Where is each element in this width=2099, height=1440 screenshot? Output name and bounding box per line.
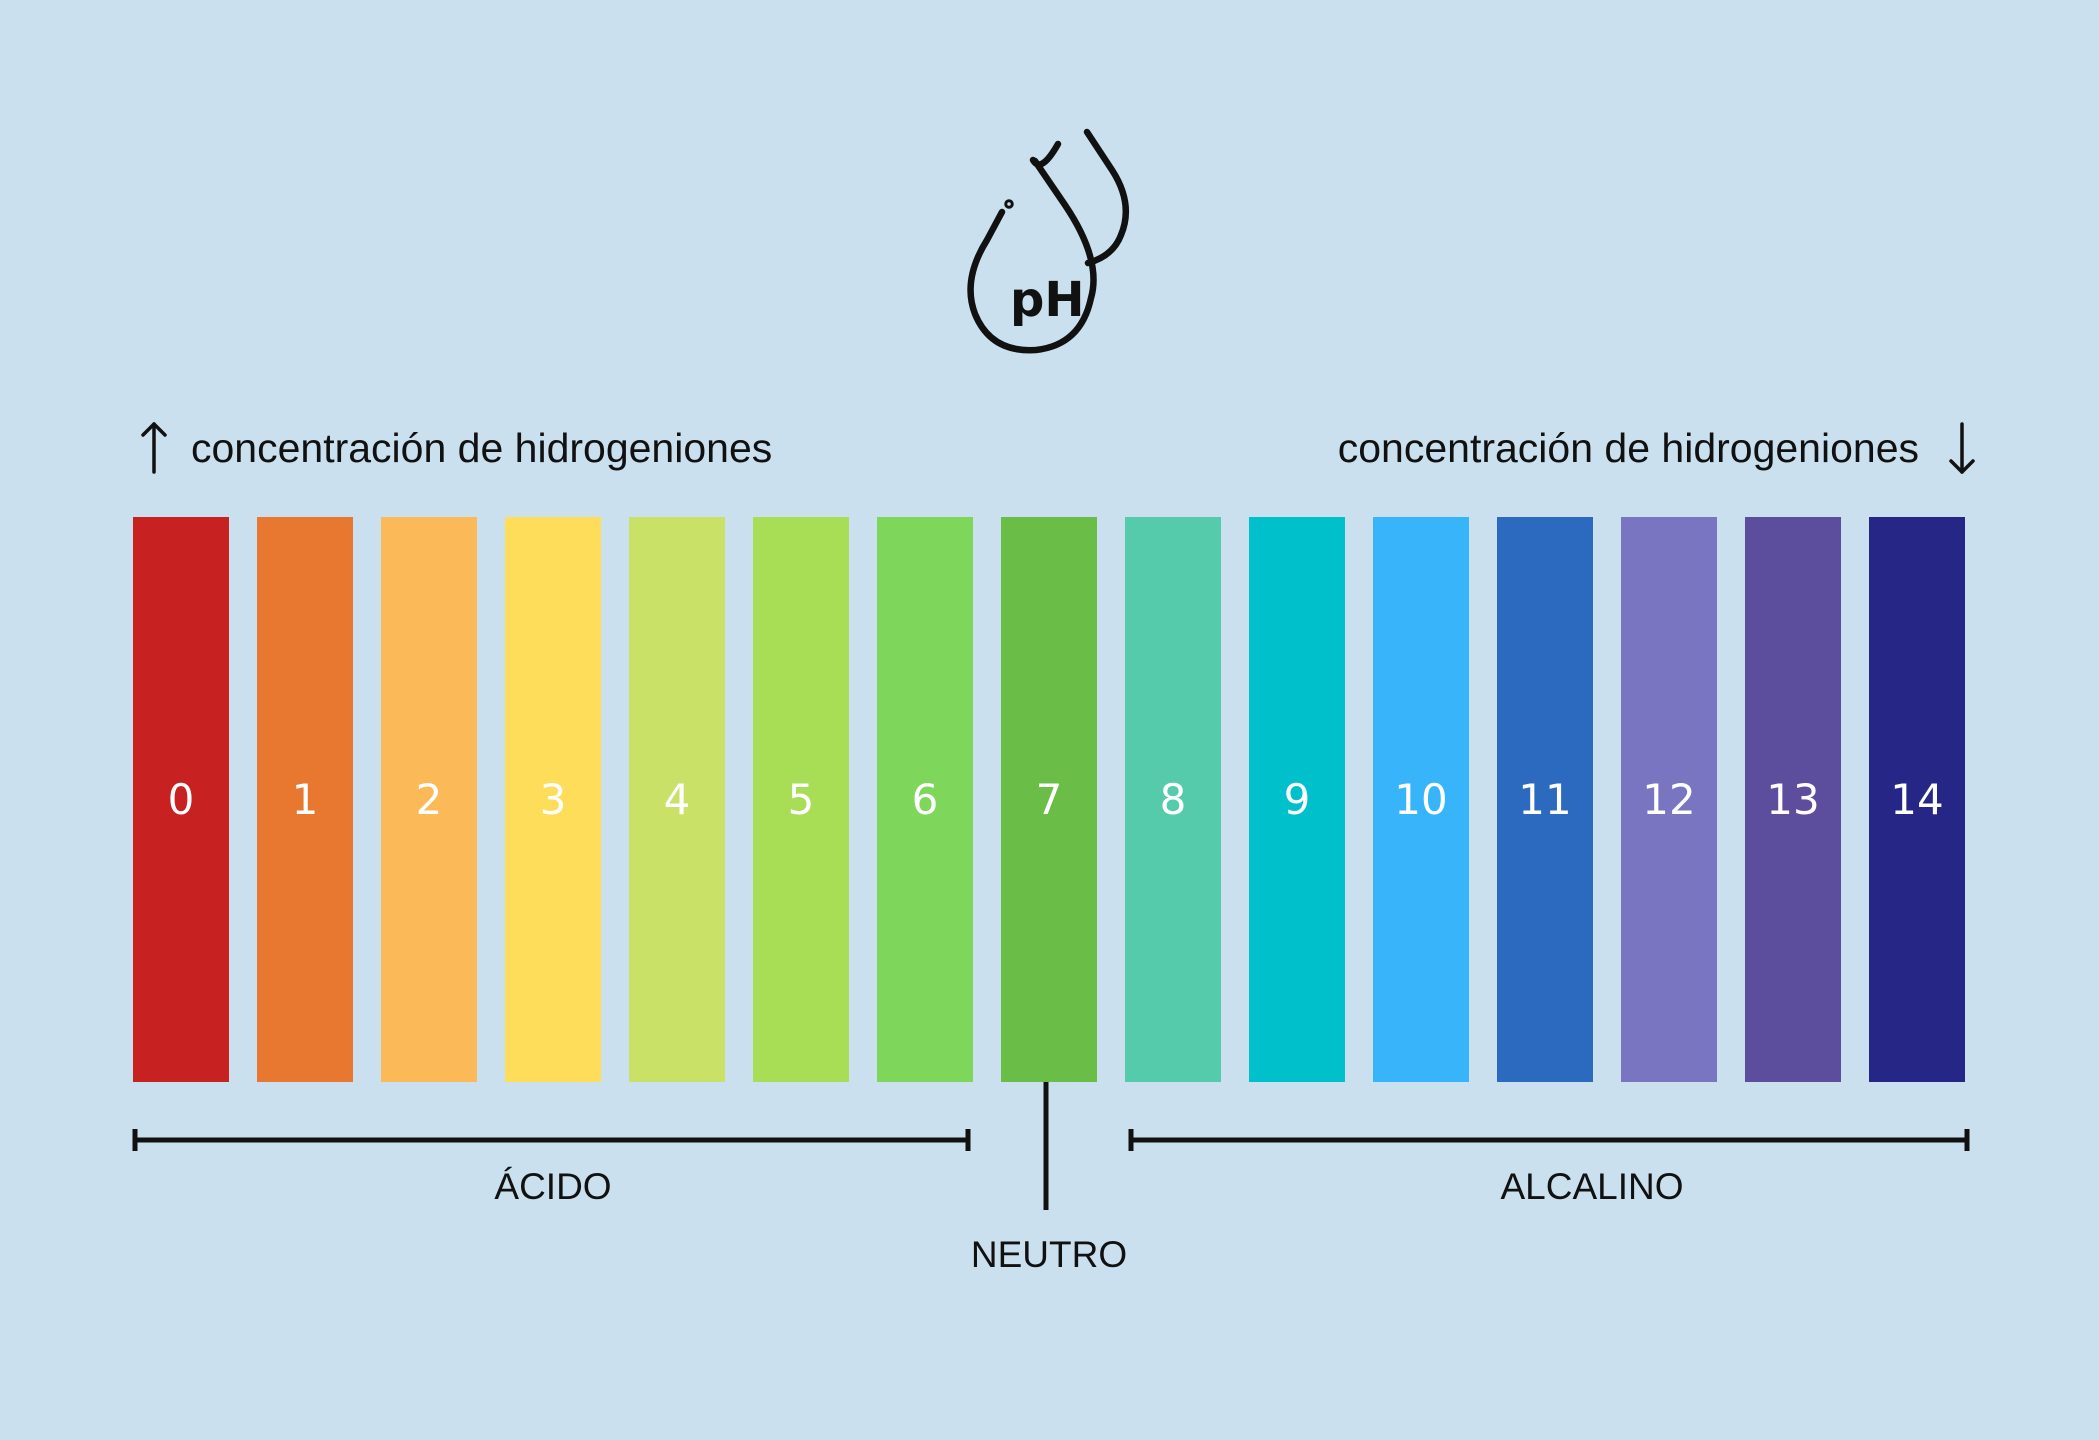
ph-value-label: 11 (1518, 775, 1572, 824)
hint-left-text: concentración de hidrogeniones (191, 424, 773, 471)
ph-drops-icon: pH (967, 128, 1130, 354)
ph-strip-12: 12 (1621, 517, 1717, 1082)
ph-text: pH (1010, 272, 1085, 328)
ph-strip-9: 9 (1249, 517, 1345, 1082)
ph-strip-14: 14 (1869, 517, 1965, 1082)
arrow-down-icon (1949, 422, 1975, 474)
ph-scale-strips: 0 1 2 3 4 5 6 7 8 9 10 11 12 13 14 (133, 517, 1965, 1082)
ph-value-label: 4 (663, 775, 691, 824)
ph-value-label: 3 (539, 775, 567, 824)
ph-strip-6: 6 (877, 517, 973, 1082)
ph-value-label: 8 (1159, 775, 1187, 824)
ph-value-label: 2 (415, 775, 443, 824)
hint-right-text: concentración de hidrogeniones (1337, 424, 1919, 471)
ph-strip-8: 8 (1125, 517, 1221, 1082)
ph-strip-4: 4 (629, 517, 725, 1082)
ph-strip-5: 5 (753, 517, 849, 1082)
ph-strip-3: 3 (505, 517, 601, 1082)
ph-value-label: 13 (1766, 775, 1820, 824)
ph-strip-7: 7 (1001, 517, 1097, 1082)
alkaline-label: ALCALINO (1500, 1166, 1684, 1207)
ph-value-label: 9 (1283, 775, 1311, 824)
ph-value-label: 12 (1642, 775, 1696, 824)
hint-left: concentración de hidrogeniones (137, 418, 772, 478)
acid-bracket (132, 1129, 971, 1151)
ph-strip-1: 1 (257, 517, 353, 1082)
ph-strip-11: 11 (1497, 517, 1593, 1082)
ph-strip-10: 10 (1373, 517, 1469, 1082)
ph-value-label: 14 (1890, 775, 1944, 824)
ph-value-label: 7 (1035, 775, 1063, 824)
ph-strip-13: 13 (1745, 517, 1841, 1082)
ph-value-label: 6 (911, 775, 939, 824)
ph-value-label: 5 (787, 775, 815, 824)
ph-strip-0: 0 (133, 517, 229, 1082)
ph-value-label: 1 (291, 775, 319, 824)
acid-label: ÁCIDO (494, 1166, 612, 1207)
alkaline-bracket (1128, 1129, 1970, 1151)
neutral-label: NEUTRO (970, 1234, 1128, 1275)
ph-value-label: 10 (1394, 775, 1448, 824)
hint-right: concentración de hidrogeniones (1338, 418, 1979, 478)
ph-value-label: 0 (167, 775, 195, 824)
arrow-up-icon (141, 422, 167, 474)
ph-strip-2: 2 (381, 517, 477, 1082)
